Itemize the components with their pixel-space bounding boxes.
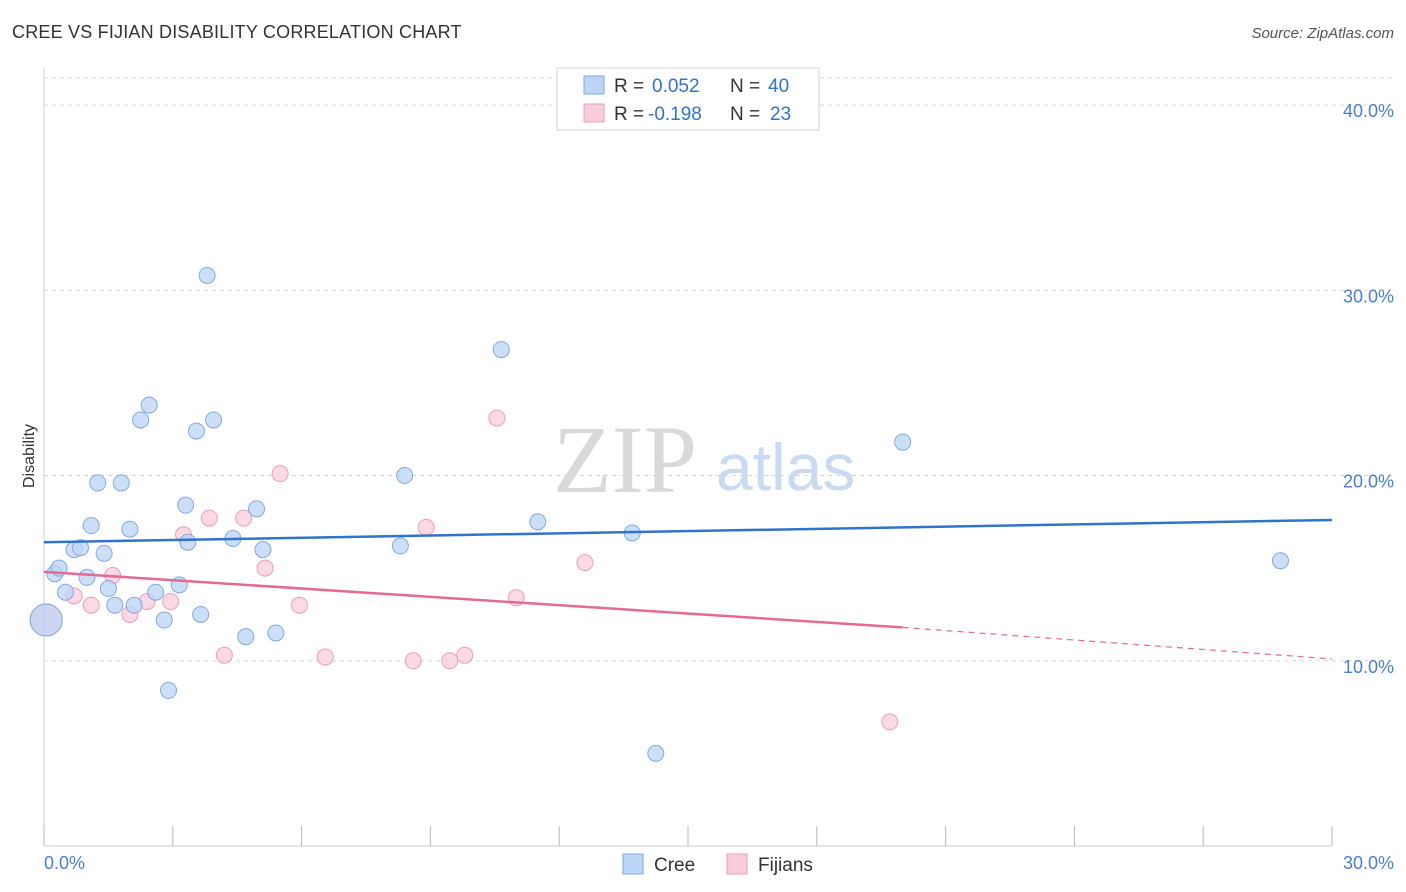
cree-point-28 [237, 628, 255, 646]
y-axis-label: Disability [21, 424, 38, 488]
cree-point-11 [106, 596, 124, 614]
cree-point-5 [71, 539, 89, 557]
y-tick-label-0: 10.0% [1343, 657, 1394, 677]
fijians-point-14 [316, 648, 334, 666]
fijians-point-15 [404, 652, 422, 670]
cree-point-21 [177, 496, 195, 514]
cree-point-34 [492, 341, 510, 359]
fijians-point-8 [200, 509, 218, 527]
fijians-point-9 [215, 646, 233, 664]
watermark-zip: ZIP [553, 406, 697, 513]
cree-point-39 [1271, 552, 1289, 570]
fijians-point-17 [441, 652, 459, 670]
legend-r-label-cree: R = [614, 76, 644, 97]
legend-r-label-fijians: R = [614, 104, 644, 125]
cree-trendline [43, 518, 1333, 544]
legend-n-label-cree: N = [730, 76, 760, 97]
cree-point-38 [894, 433, 912, 451]
y-tick-label-2: 30.0% [1343, 286, 1394, 306]
y-tick-labels: 10.0% 20.0% 30.0% 40.0% [1343, 101, 1394, 677]
cree-point-17 [147, 583, 165, 601]
bottom-legend-swatch-cree [622, 853, 644, 875]
chart-title: CREE VS FIJIAN DISABILITY CORRELATION CH… [12, 22, 462, 42]
trendlines [43, 518, 1333, 660]
cree-point-24 [192, 605, 210, 623]
cree-point-37 [647, 744, 665, 762]
cree-point-12 [112, 474, 130, 492]
fijians-trendline-extension [902, 626, 1333, 660]
fijians-point-22 [881, 713, 899, 731]
cree-point-33 [396, 467, 414, 485]
legend-n-value-cree: 40 [768, 76, 789, 97]
source-label: Source: ZipAtlas.com [1251, 25, 1394, 42]
cree-point-0 [29, 603, 63, 637]
cree-point-23 [187, 422, 205, 440]
bottom-legend: Cree Fijians [622, 853, 813, 876]
fijians-point-19 [488, 409, 506, 427]
legend-swatch-fijians [583, 103, 605, 123]
cree-point-8 [89, 474, 107, 492]
legend-r-value-cree: 0.052 [652, 76, 700, 97]
fijians-point-10 [235, 509, 253, 527]
y-tick-label-3: 40.0% [1343, 101, 1394, 121]
cree-point-22 [179, 533, 197, 551]
cree-point-19 [160, 681, 178, 699]
cree-point-35 [529, 513, 547, 531]
cree-point-7 [82, 517, 100, 535]
fijians-point-18 [456, 646, 474, 664]
legend-box: R = 0.052 N = 40 R = -0.198 N = 23 [556, 67, 820, 131]
cree-point-13 [121, 520, 139, 538]
x-ticks [43, 826, 1333, 846]
fijians-point-2 [82, 596, 100, 614]
cree-point-29 [248, 500, 266, 518]
cree-point-26 [205, 411, 223, 429]
bottom-legend-swatch-fijians [726, 853, 748, 875]
cree-point-18 [155, 611, 173, 629]
cree-point-25 [198, 266, 216, 284]
cree-point-32 [391, 537, 409, 555]
watermark-atlas: atlas [716, 430, 855, 504]
fijians-point-11 [256, 559, 274, 577]
cree-point-6 [78, 568, 96, 586]
legend-swatch-cree [583, 75, 605, 95]
fijians-point-12 [271, 465, 289, 483]
legend-r-value-fijians: -0.198 [648, 104, 702, 125]
bottom-legend-label-fijians: Fijians [758, 855, 813, 876]
cree-point-31 [267, 624, 285, 642]
cree-point-10 [99, 580, 117, 598]
y-tick-label-1: 20.0% [1343, 472, 1394, 492]
cree-point-14 [125, 596, 143, 614]
cree-point-15 [132, 411, 150, 429]
legend-n-value-fijians: 23 [770, 104, 791, 125]
fijians-point-16 [417, 518, 435, 536]
fijians-point-13 [290, 596, 308, 614]
cree-point-30 [254, 541, 272, 559]
fijians-point-6 [162, 592, 180, 610]
cree-series [29, 266, 1289, 762]
cree-point-16 [140, 396, 158, 414]
fijians-point-21 [576, 554, 594, 572]
bottom-legend-label-cree: Cree [654, 855, 695, 876]
fijians-trendline [43, 570, 903, 629]
cree-point-9 [95, 544, 113, 562]
cree-point-3 [56, 583, 74, 601]
x-tick-label-min: 0.0% [44, 853, 85, 873]
legend-n-label-fijians: N = [730, 104, 760, 125]
gridlines [44, 77, 1392, 662]
x-tick-label-max: 30.0% [1343, 853, 1394, 873]
